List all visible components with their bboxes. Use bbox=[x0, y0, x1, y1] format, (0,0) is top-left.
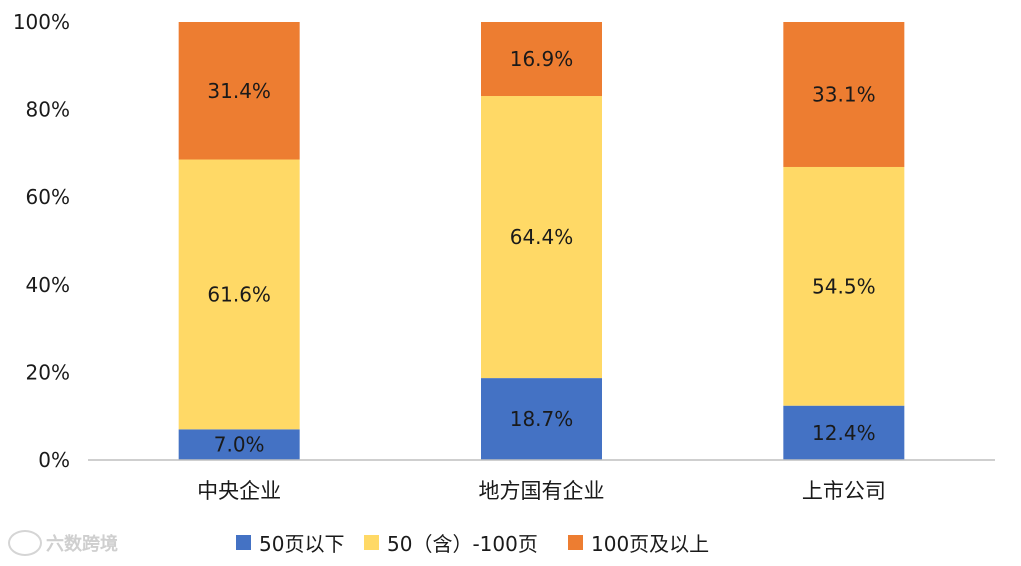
bar-segment bbox=[481, 378, 602, 460]
y-tick-label: 100% bbox=[13, 10, 70, 34]
bar-segment bbox=[783, 166, 905, 406]
data-label: 54.5% bbox=[812, 274, 876, 298]
x-category-label: 中央企业 bbox=[197, 479, 281, 503]
bar-segment bbox=[783, 22, 905, 167]
y-tick-label: 0% bbox=[38, 448, 70, 472]
data-label: 12.4% bbox=[812, 421, 876, 445]
y-tick-label: 80% bbox=[26, 98, 70, 122]
data-label: 61.6% bbox=[207, 282, 271, 306]
watermark: 六数跨境 bbox=[8, 530, 118, 556]
x-category-label: 地方国有企业 bbox=[479, 479, 605, 503]
data-label: 18.7% bbox=[510, 407, 574, 431]
data-label: 31.4% bbox=[207, 79, 271, 103]
watermark-logo-icon bbox=[8, 530, 42, 556]
y-tick-label: 20% bbox=[26, 360, 70, 384]
bar-segment bbox=[783, 405, 905, 460]
legend-label: 50页以下 bbox=[259, 532, 344, 556]
legend-swatch bbox=[568, 535, 583, 550]
data-label: 7.0% bbox=[214, 433, 265, 457]
y-tick-label: 60% bbox=[26, 185, 70, 209]
legend-swatch bbox=[236, 535, 251, 550]
bar-segment bbox=[481, 96, 602, 379]
watermark-text: 六数跨境 bbox=[46, 534, 118, 555]
bar-segment bbox=[178, 429, 300, 460]
legend-swatch bbox=[364, 535, 379, 550]
bar-segment bbox=[481, 22, 602, 97]
y-tick-label: 40% bbox=[26, 273, 70, 297]
data-label: 16.9% bbox=[510, 47, 574, 71]
data-label: 33.1% bbox=[812, 82, 876, 106]
legend-label: 100页及以上 bbox=[591, 532, 709, 556]
x-category-label: 上市公司 bbox=[802, 479, 886, 503]
bar-segment bbox=[178, 159, 300, 430]
data-label: 64.4% bbox=[510, 225, 574, 249]
bar-segment bbox=[178, 22, 300, 160]
legend-label: 50（含）-100页 bbox=[387, 532, 538, 556]
